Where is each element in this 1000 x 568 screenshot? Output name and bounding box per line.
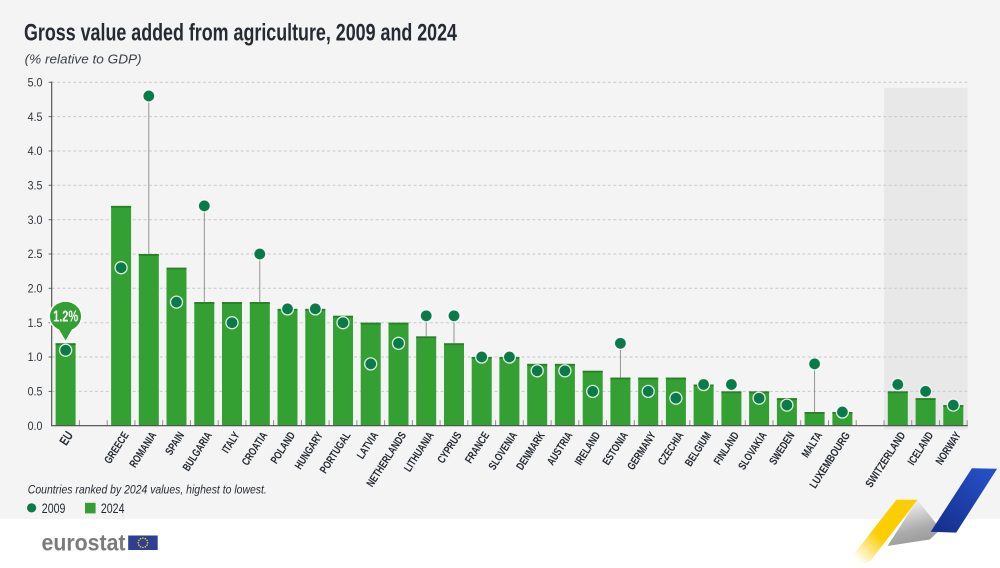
svg-text:(% relative to GDP): (% relative to GDP) (25, 52, 142, 67)
svg-text:1.2%: 1.2% (53, 309, 78, 326)
svg-text:1.5: 1.5 (28, 316, 43, 330)
svg-text:2009: 2009 (42, 501, 66, 516)
svg-text:2.5: 2.5 (28, 247, 43, 261)
svg-text:1.0: 1.0 (28, 350, 43, 364)
svg-text:5.0: 5.0 (28, 76, 43, 90)
svg-text:4.0: 4.0 (28, 144, 43, 158)
svg-text:2.0: 2.0 (28, 282, 43, 296)
svg-text:Countries ranked by 2024 value: Countries ranked by 2024 values, highest… (28, 482, 267, 496)
svg-text:eurostat: eurostat (42, 529, 126, 555)
svg-text:Gross value added from agricul: Gross value added from agriculture, 2009… (24, 20, 457, 47)
svg-text:4.5: 4.5 (28, 110, 43, 124)
svg-text:3.5: 3.5 (28, 179, 43, 193)
svg-text:2024: 2024 (101, 501, 125, 516)
svg-text:3.0: 3.0 (28, 213, 43, 227)
svg-text:0.5: 0.5 (28, 385, 43, 399)
svg-text:0.0: 0.0 (28, 419, 43, 433)
svg-text:EU: EU (58, 429, 77, 448)
